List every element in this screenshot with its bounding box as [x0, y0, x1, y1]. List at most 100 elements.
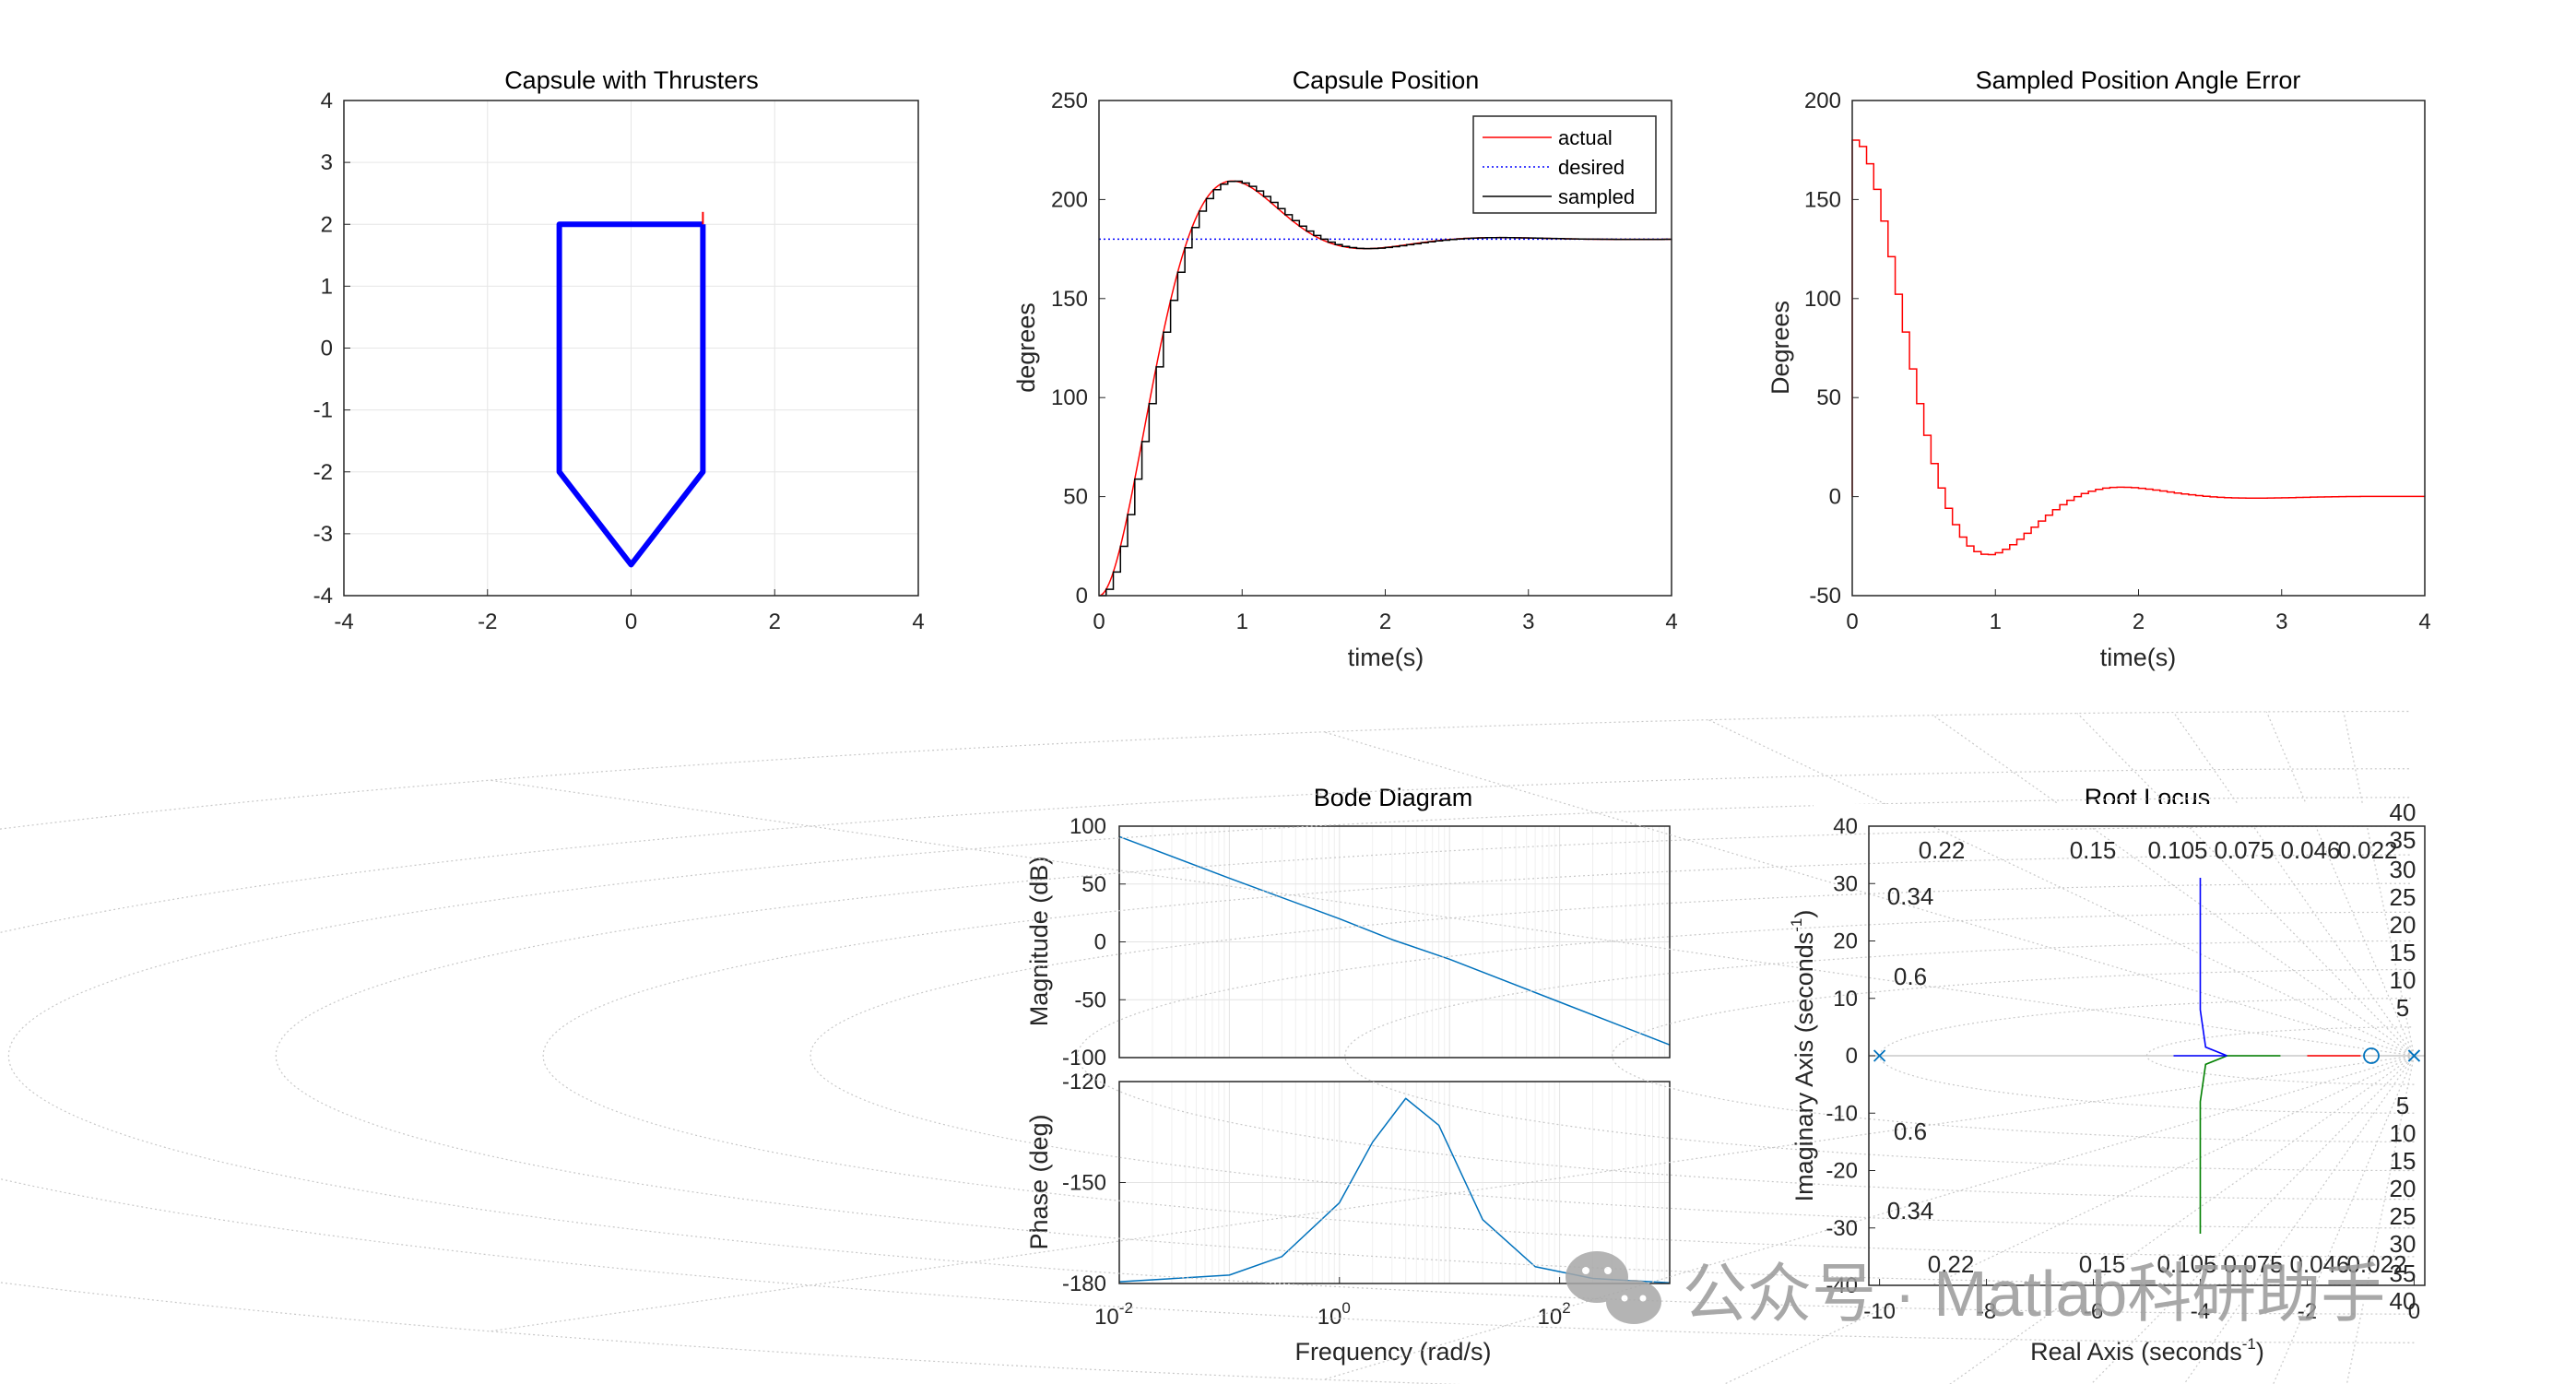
x-tick-base: 10 — [1094, 1305, 1119, 1330]
damping-label-left-top: 0.34 — [1887, 882, 1934, 910]
bode-phase — [1118, 1097, 1671, 1284]
damping-ray — [1949, 1055, 2415, 1384]
y-tick-label: -100 — [1062, 1046, 1106, 1071]
damping-ray — [1723, 1055, 2415, 1384]
x-tick-label: -8 — [1977, 1299, 1996, 1324]
x-tick-label: -6 — [2084, 1299, 2103, 1324]
rlocus-xlabel-sup: -1 — [2242, 1335, 2256, 1353]
wn-label-top: 30 — [2390, 856, 2416, 883]
error-ylabel: Degrees — [1767, 301, 1794, 395]
x-tick-label: 4 — [2418, 609, 2430, 634]
x-tick-label: 102 — [1538, 1299, 1571, 1330]
y-tick-label: 50 — [1081, 872, 1106, 897]
x-tick-label: 10-2 — [1094, 1299, 1133, 1330]
y-tick-label: 3 — [321, 150, 333, 175]
wn-label-bottom: 25 — [2390, 1202, 2416, 1230]
damping-ray — [2183, 1055, 2415, 1384]
bode-curve — [1118, 835, 1671, 1046]
x-tick-label: -4 — [334, 609, 353, 634]
wn-arc — [7, 797, 2415, 1315]
y-tick-label: -3 — [313, 522, 333, 547]
damping-label-top: 0.105 — [2147, 836, 2207, 864]
y-tick-label: -10 — [1826, 1101, 1858, 1126]
wn-arc — [809, 882, 2415, 1229]
y-tick-label: 50 — [1816, 385, 1841, 410]
rlocus-xlabel-close: ) — [2256, 1338, 2264, 1366]
y-tick-label: 30 — [1833, 871, 1858, 896]
x-tick-label: 2 — [1379, 609, 1391, 634]
damping-ray — [490, 1055, 2415, 1332]
legend-actual: actual — [1558, 126, 1613, 149]
position-series — [1098, 180, 1672, 597]
wn-label-bottom: 15 — [2390, 1147, 2416, 1175]
watermark-text: 公众号 · Matlab科研助手 — [1683, 1258, 2385, 1330]
y-tick-label: 200 — [1051, 187, 1088, 212]
y-tick-label: -20 — [1826, 1159, 1858, 1184]
damping-label-bottom: 0.022 — [2346, 1250, 2406, 1278]
x-tick-label: 4 — [912, 609, 924, 634]
damping-label-top: 0.15 — [2070, 836, 2117, 864]
wn-label-bottom: 5 — [2396, 1092, 2409, 1119]
damping-label-bottom: 0.15 — [2079, 1250, 2126, 1278]
x-tick-label: 4 — [1665, 609, 1677, 634]
y-tick-label: -180 — [1062, 1272, 1106, 1296]
wn-arc — [542, 854, 2415, 1258]
x-tick-label: -2 — [478, 609, 497, 634]
damping-label-bottom: 0.046 — [2289, 1250, 2349, 1278]
y-tick-label: 2 — [321, 212, 333, 237]
error-axes: Sampled Position Angle Error 0 1 2 3 4-50050… — [1767, 66, 2431, 671]
damping-label-top: 0.022 — [2337, 836, 2397, 864]
rlocus-xlabel-main: Real Axis (seconds — [2030, 1338, 2242, 1366]
wn-arc — [275, 825, 2415, 1286]
x-tick-label: 100 — [1318, 1299, 1351, 1330]
rlocus-xlabel: Real Axis (seconds-1) — [2030, 1335, 2264, 1366]
series-actual — [1098, 180, 1672, 597]
error-title: Sampled Position Angle Error — [1976, 66, 2301, 94]
wn-label-top: 15 — [2390, 939, 2416, 966]
x-tick-label: 3 — [2275, 609, 2287, 634]
y-tick-label: -50 — [1074, 988, 1106, 1012]
x-tick-exp: 2 — [1562, 1299, 1570, 1317]
x-tick-label: 2 — [769, 609, 781, 634]
wn-label-bottom: 35 — [2390, 1260, 2416, 1287]
damping-label-bottom: 0.075 — [2223, 1250, 2283, 1278]
x-tick-label: 0 — [625, 609, 637, 634]
rlocus-grid-labels: 0.220.220.150.150.1050.1050.0750.0750.04… — [1887, 798, 2416, 1315]
damping-label-bottom: 0.105 — [2157, 1250, 2216, 1278]
rlocus-ylabel: Imaginary Axis (seconds-1) — [1788, 910, 1818, 1202]
pole-marker — [2407, 1049, 2421, 1062]
pole-marker — [1873, 1049, 1886, 1062]
bode-magnitude-ylabel: Magnitude (dB) — [1025, 857, 1053, 1027]
y-tick-label: 0 — [321, 337, 333, 361]
x-tick-label: 0 — [1846, 609, 1858, 634]
watermark: 公众号 · Matlab科研助手 — [1566, 1251, 2385, 1330]
y-tick-label: -120 — [1062, 1070, 1106, 1094]
series-sampled — [1099, 180, 1672, 597]
rlocus-branches — [1873, 878, 2421, 1234]
x-tick-label: 0 — [2408, 1299, 2420, 1324]
y-tick-label: 100 — [1051, 385, 1088, 410]
locus-branch — [2199, 1055, 2227, 1234]
x-tick-label: 3 — [1522, 609, 1534, 634]
clip-right — [2425, 808, 2576, 1304]
wn-arc — [1344, 940, 2415, 1172]
x-tick-label: 2 — [2133, 609, 2145, 634]
bode-title: Bode Diagram — [1314, 784, 1473, 811]
error-frame — [1851, 100, 2426, 597]
y-tick-label: -150 — [1062, 1171, 1106, 1196]
y-tick-label: 1 — [321, 274, 333, 299]
y-tick-label: 100 — [1069, 814, 1106, 839]
damping-ray — [2076, 713, 2415, 1057]
wn-label-bottom: 30 — [2390, 1230, 2416, 1258]
damping-label-left-bottom: 0.34 — [1887, 1197, 1934, 1224]
y-tick-label: 150 — [1804, 187, 1841, 212]
x-tick-label: -4 — [2191, 1299, 2210, 1324]
y-tick-label: -50 — [1809, 584, 1841, 609]
x-tick-label: 1 — [1236, 609, 1248, 634]
x-tick-exp: -2 — [1119, 1299, 1133, 1317]
damping-label-top: 0.075 — [2214, 836, 2274, 864]
capsule-ticks: -4 -2 0 2 4 -4 -3 -2 -1 0 1 2 3 4 — [313, 89, 925, 634]
error-series — [1851, 139, 2426, 556]
